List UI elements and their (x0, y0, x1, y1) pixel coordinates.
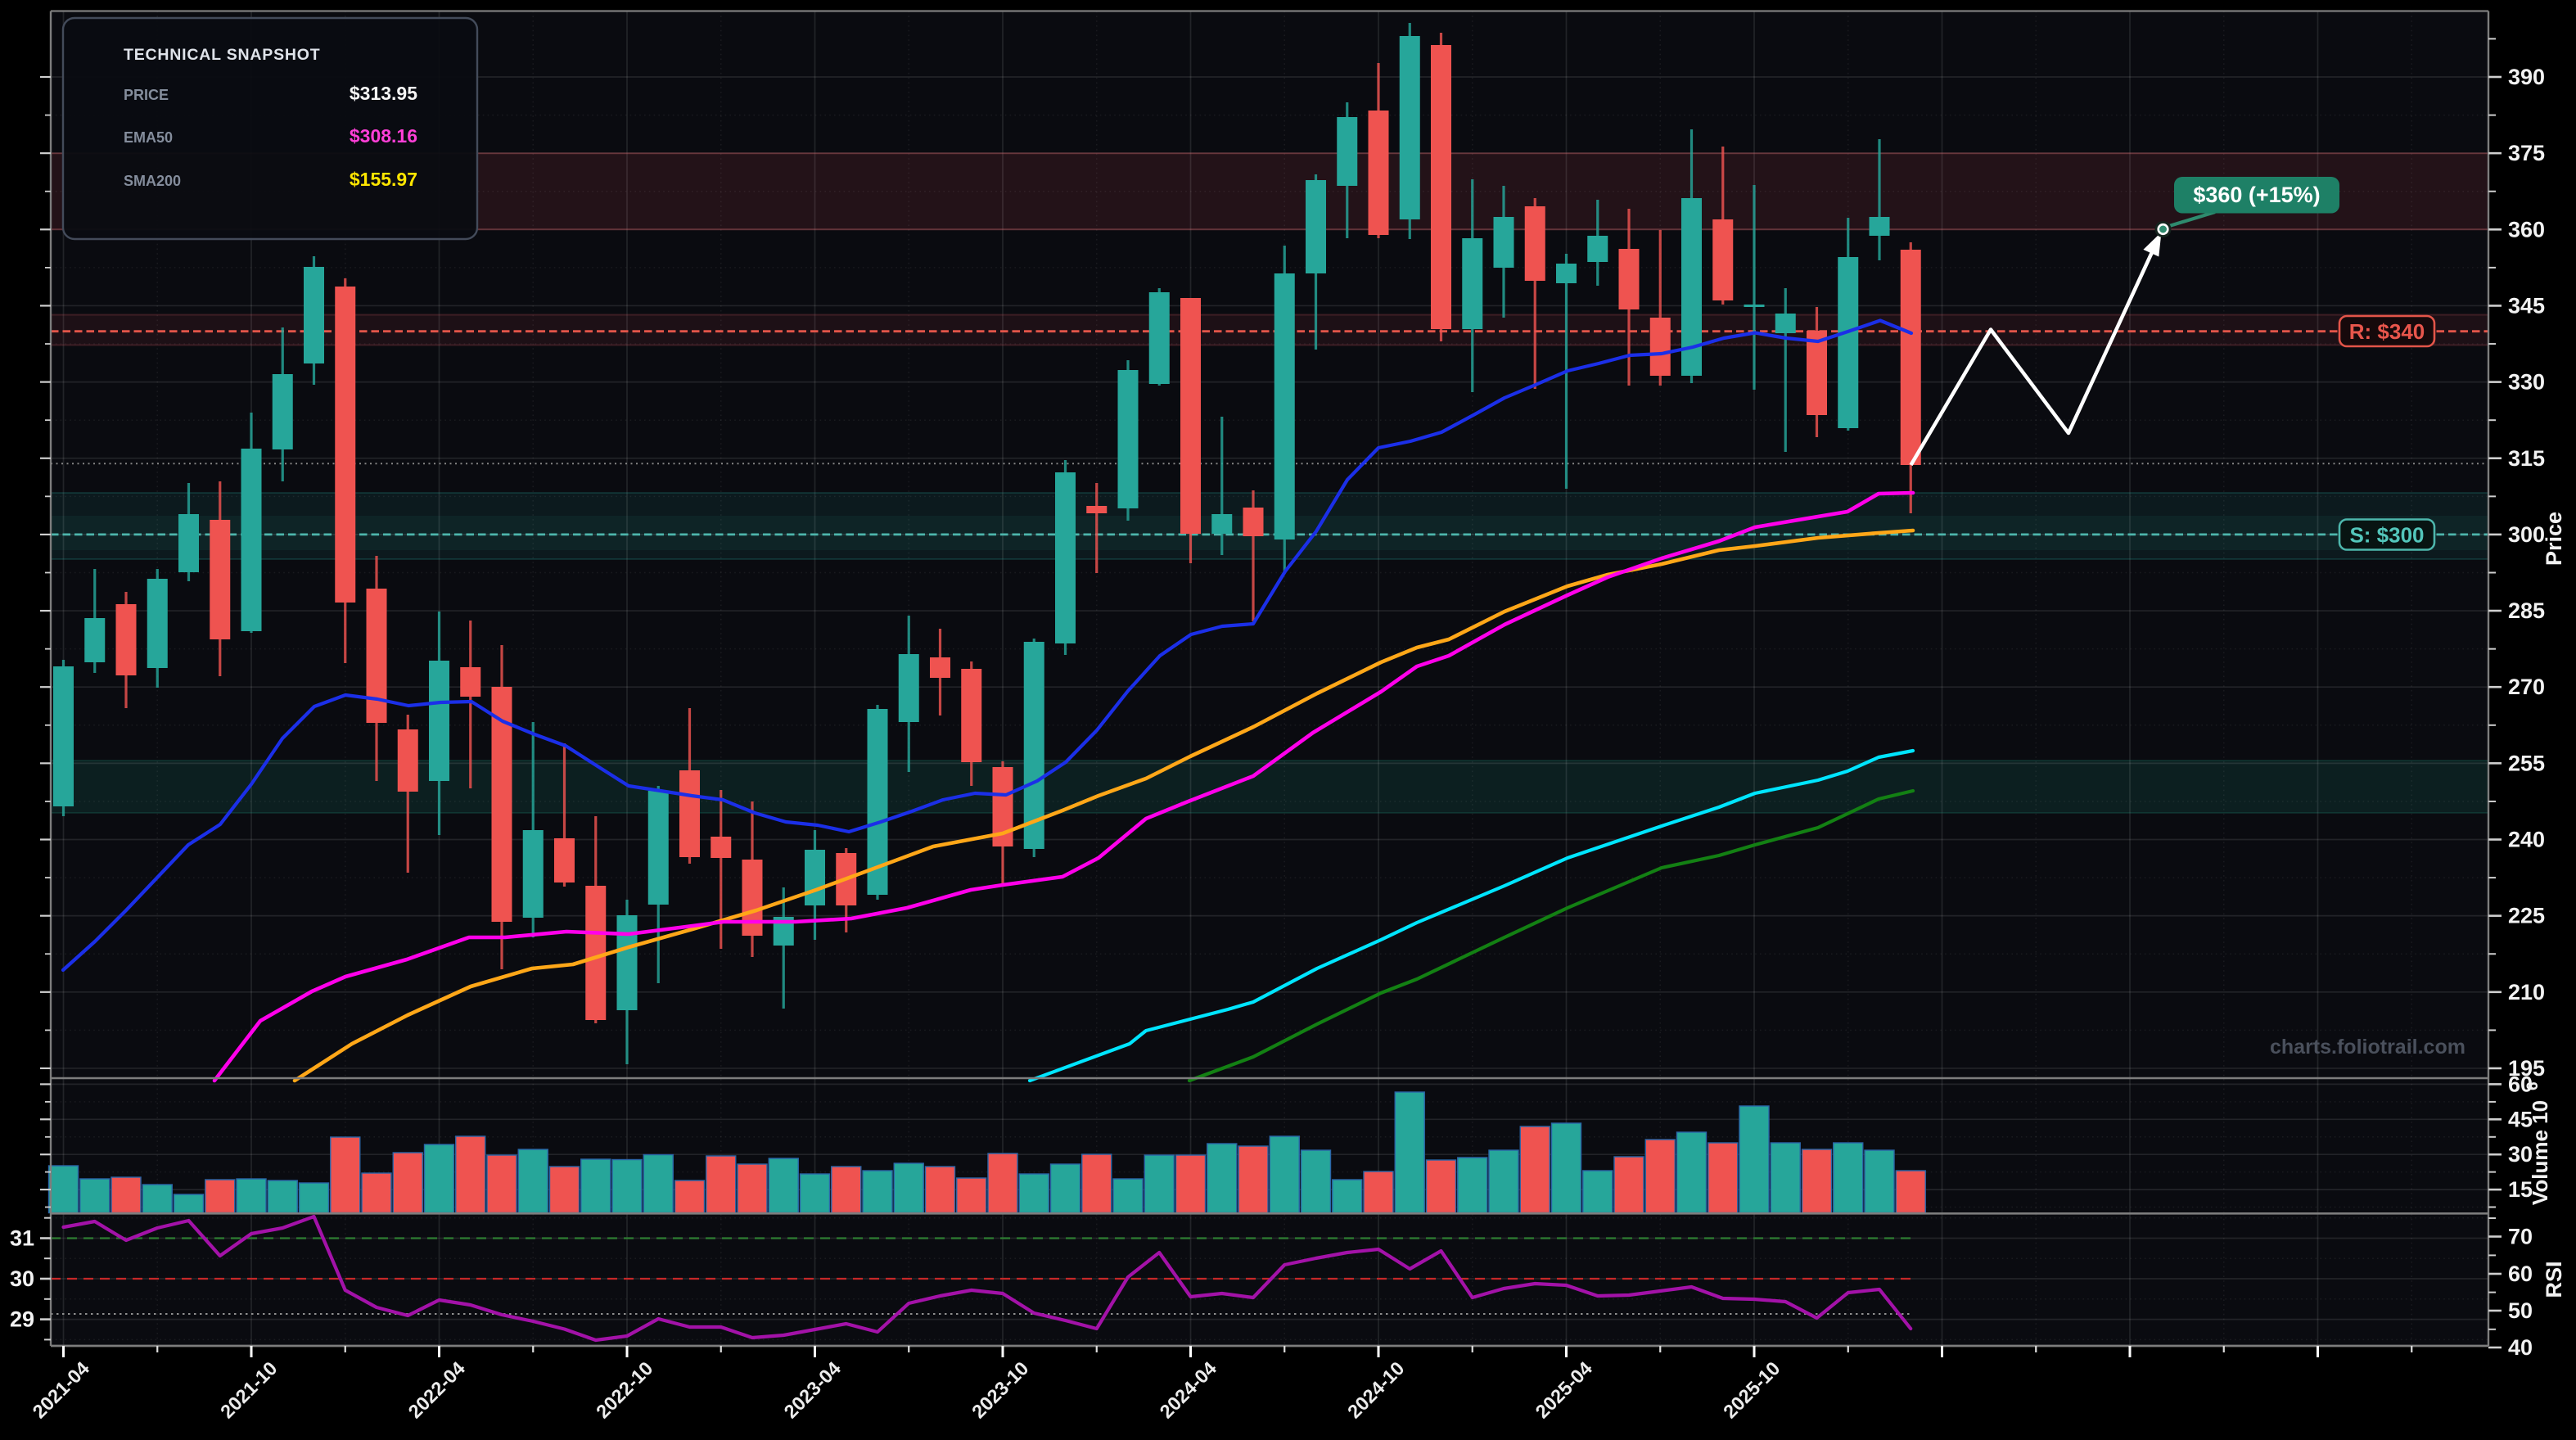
svg-text:45: 45 (2508, 1107, 2533, 1131)
svg-text:29: 29 (10, 1307, 34, 1332)
svg-text:270: 270 (2508, 675, 2545, 699)
svg-text:240: 240 (2508, 828, 2545, 852)
svg-text:charts.foliotrail.com: charts.foliotrail.com (2270, 1036, 2465, 1059)
svg-text:$313.95: $313.95 (350, 83, 417, 104)
svg-text:Price: Price (2542, 512, 2566, 566)
svg-text:315: 315 (2508, 446, 2545, 471)
svg-text:375: 375 (2508, 141, 2545, 165)
svg-text:15: 15 (2508, 1177, 2533, 1202)
svg-text:285: 285 (2508, 598, 2545, 623)
svg-text:6: 6 (2524, 1081, 2542, 1090)
svg-text:195: 195 (2508, 1056, 2545, 1081)
svg-text:PRICE: PRICE (124, 87, 169, 103)
svg-text:70: 70 (2508, 1225, 2533, 1249)
svg-text:360: 360 (2508, 217, 2545, 242)
svg-text:R: $340: R: $340 (2349, 319, 2425, 344)
svg-text:210: 210 (2508, 980, 2545, 1004)
svg-text:390: 390 (2508, 65, 2545, 89)
svg-text:40: 40 (2508, 1335, 2533, 1360)
svg-text:330: 330 (2508, 370, 2545, 395)
svg-text:60: 60 (2508, 1262, 2533, 1286)
svg-text:50: 50 (2508, 1298, 2533, 1323)
svg-text:345: 345 (2508, 293, 2545, 318)
svg-text:S: $300: S: $300 (2349, 523, 2424, 548)
svg-text:225: 225 (2508, 904, 2545, 928)
svg-text:SMA200: SMA200 (124, 173, 181, 189)
svg-text:RSI: RSI (2542, 1261, 2566, 1298)
svg-text:30: 30 (10, 1266, 34, 1291)
svg-text:TECHNICAL SNAPSHOT: TECHNICAL SNAPSHOT (124, 46, 320, 64)
svg-text:31: 31 (10, 1226, 34, 1251)
svg-text:$360 (+15%): $360 (+15%) (2193, 183, 2320, 207)
svg-text:255: 255 (2508, 751, 2545, 775)
svg-text:30: 30 (2508, 1142, 2533, 1167)
svg-text:$308.16: $308.16 (350, 125, 417, 147)
svg-text:Volume 10: Volume 10 (2528, 1100, 2552, 1205)
svg-text:300: 300 (2508, 522, 2545, 547)
svg-text:60: 60 (2508, 1072, 2533, 1096)
svg-text:$155.97: $155.97 (350, 169, 417, 190)
svg-text:EMA50: EMA50 (124, 129, 173, 146)
